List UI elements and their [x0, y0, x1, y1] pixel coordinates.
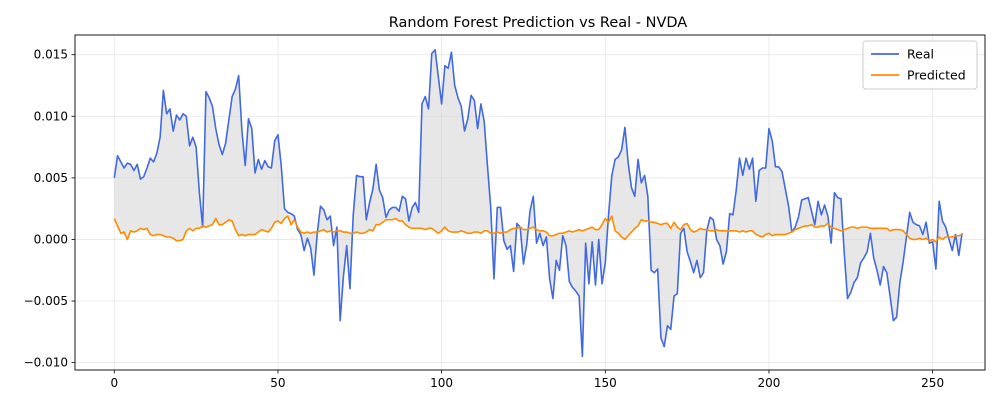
legend-box — [862, 40, 978, 90]
y-tick-label: 0.015 — [34, 48, 68, 62]
chart-title: Random Forest Prediction vs Real - NVDA — [389, 15, 688, 31]
series-layer — [113, 48, 963, 358]
x-tick-label: 150 — [594, 376, 617, 390]
legend: Real Predicted — [862, 40, 978, 90]
x-tick-label: 250 — [921, 376, 944, 390]
y-tick-label: 0.000 — [34, 232, 68, 246]
y-tick-label: 0.010 — [34, 109, 68, 123]
x-tick-label: 0 — [110, 376, 118, 390]
x-tick-label: 50 — [270, 376, 285, 390]
grid — [75, 35, 985, 370]
x-tick-label: 100 — [430, 376, 453, 390]
y-tick-label: −0.010 — [24, 356, 68, 370]
y-tick-label: 0.005 — [34, 171, 68, 185]
series-line-predicted — [113, 215, 963, 243]
legend-label-predicted: Predicted — [907, 68, 966, 83]
x-tick-label: 200 — [758, 376, 781, 390]
axis-ticks: 0 50 100 150 200 250 −0.010 −0.005 0.000 0.005 0.0… — [24, 48, 945, 390]
legend-label-real: Real — [907, 47, 934, 62]
y-tick-label: −0.005 — [24, 294, 68, 308]
series-line-real — [113, 48, 963, 358]
plot-frame — [74, 34, 986, 371]
